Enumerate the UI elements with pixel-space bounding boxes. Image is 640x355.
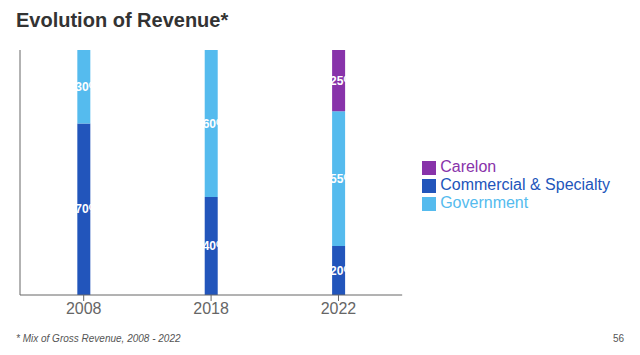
svg-text:~55%: ~55%: [323, 172, 354, 186]
html-text:Commercial & Specialty: Commercial & Specialty: [440, 176, 610, 193]
svg-text:~40%: ~40%: [196, 239, 227, 253]
svg-text:2022: 2022: [321, 300, 357, 317]
html-text:Government: Government: [440, 194, 529, 211]
html-text:* Mix of Gross Revenue, 2008 -: * Mix of Gross Revenue, 2008 - 2022: [16, 333, 181, 344]
html-text:56: 56: [612, 333, 624, 344]
html-text:Evolution of Revenue*: Evolution of Revenue*: [16, 9, 229, 31]
svg-text:~70%: ~70%: [68, 202, 99, 216]
svg-text:2018: 2018: [193, 300, 229, 317]
svg-text:~30%: ~30%: [68, 80, 99, 94]
svg-text:~60%: ~60%: [196, 117, 227, 131]
html-text:Carelon: Carelon: [440, 158, 497, 175]
svg-text:~20%: ~20%: [323, 264, 354, 278]
svg-text:~25%: ~25%: [323, 74, 354, 88]
svg-text:2008: 2008: [66, 300, 102, 317]
